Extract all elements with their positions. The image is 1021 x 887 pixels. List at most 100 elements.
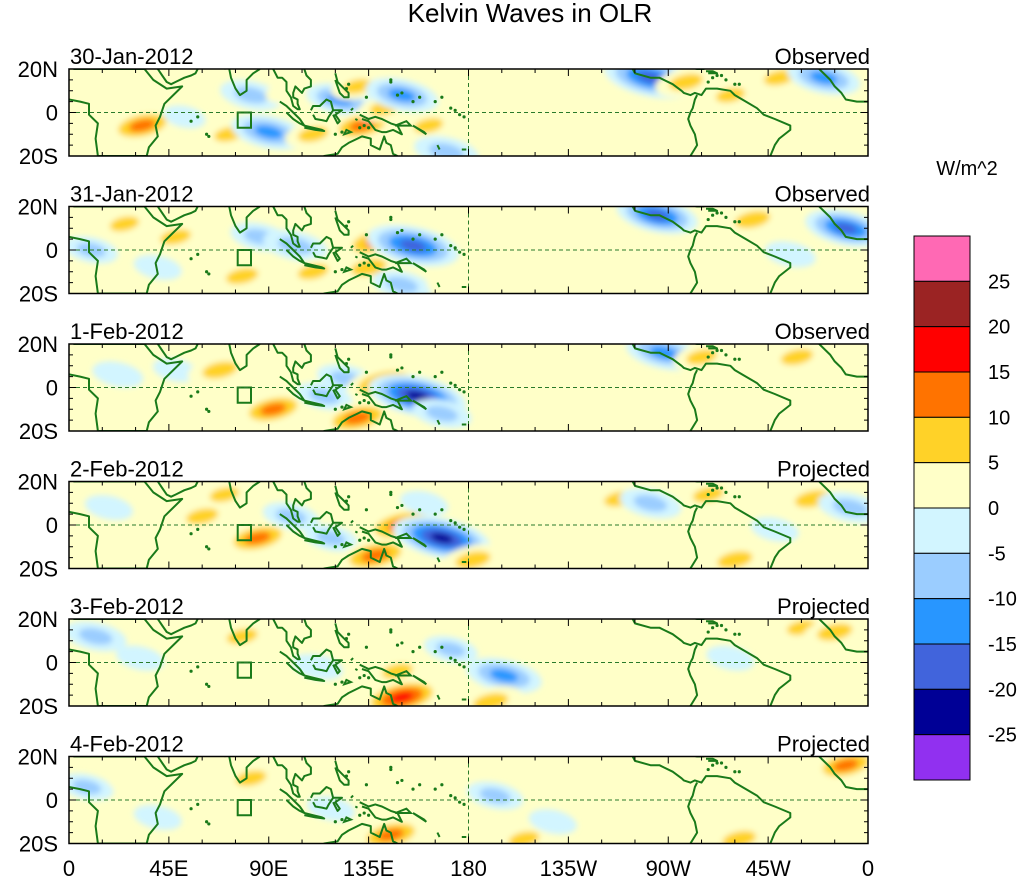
longitude-label: 0 xyxy=(63,856,75,881)
anomaly-contour xyxy=(129,119,156,132)
island-dot xyxy=(196,665,200,669)
island-dot xyxy=(333,407,337,411)
coastline xyxy=(224,756,261,784)
latitude-label: 20S xyxy=(19,832,58,857)
anomaly-contour xyxy=(710,388,759,414)
island-dot xyxy=(358,813,362,817)
colorbar-swatch xyxy=(913,462,971,509)
coastline xyxy=(272,481,312,523)
coastline xyxy=(332,521,343,537)
island-coastline xyxy=(350,794,354,799)
island-dot xyxy=(733,632,737,636)
island-dot xyxy=(333,820,337,824)
panel-status-label: Projected xyxy=(777,457,870,482)
colorbar-tick-label: 5 xyxy=(988,453,999,475)
island-dot xyxy=(453,658,457,662)
island-dot xyxy=(389,353,393,357)
island-coastline xyxy=(394,395,414,402)
island-dot xyxy=(205,132,209,136)
island-coastline xyxy=(436,144,441,150)
island-dot xyxy=(367,263,371,267)
coastline xyxy=(631,481,792,569)
island-dot xyxy=(347,495,351,499)
island-dot xyxy=(715,486,719,490)
island-dot xyxy=(737,357,741,361)
island-dot xyxy=(400,91,404,95)
latitude-label: 0 xyxy=(46,651,58,676)
island-coastline xyxy=(342,403,354,411)
island-coastline xyxy=(342,678,354,686)
panel-map xyxy=(69,69,868,156)
anomaly-contour xyxy=(292,653,343,680)
anomaly-contour xyxy=(388,88,416,102)
coastline xyxy=(687,232,699,294)
coastline xyxy=(279,100,306,127)
island-dot xyxy=(395,643,400,647)
latitude-label: 0 xyxy=(46,238,58,263)
anomaly-contour xyxy=(833,759,859,772)
colorbar-swatch xyxy=(913,688,971,736)
anomaly-contour xyxy=(764,241,816,268)
island-dot xyxy=(719,761,724,765)
coastline xyxy=(818,69,868,103)
coastline xyxy=(706,482,719,487)
coastline xyxy=(224,619,261,647)
coastline xyxy=(319,822,398,844)
coastline xyxy=(279,650,306,677)
island-coastline xyxy=(342,128,354,136)
island-dot xyxy=(207,134,211,139)
island-dot xyxy=(344,499,349,503)
coastline xyxy=(272,756,312,798)
island-dot xyxy=(453,246,457,250)
island-dot xyxy=(715,211,719,215)
island-dot xyxy=(344,86,349,91)
island-dot xyxy=(433,375,437,379)
longitude-label: 45W xyxy=(746,856,791,881)
anomaly-contour xyxy=(489,668,519,683)
anomaly-contour xyxy=(522,108,571,134)
island-dot xyxy=(411,100,415,104)
colorbar-unit-label: W/m^2 xyxy=(936,158,998,180)
colorbar-tick-label: 0 xyxy=(988,498,999,520)
latitude-label: 20S xyxy=(19,557,58,582)
island-dot xyxy=(433,512,437,516)
island-dot xyxy=(706,492,710,497)
island-dot xyxy=(367,401,371,405)
island-dot xyxy=(433,237,437,241)
island-coastline xyxy=(342,266,354,274)
island-dot xyxy=(462,252,466,256)
anomaly-contour xyxy=(234,86,268,104)
coastline xyxy=(69,481,184,569)
colorbar-swatch xyxy=(913,235,971,282)
island-coastline xyxy=(350,107,354,112)
anomaly-contour xyxy=(649,346,678,360)
island-dot xyxy=(719,211,724,215)
anomaly-contour xyxy=(108,766,154,791)
island-dot xyxy=(737,632,741,636)
island-dot xyxy=(358,538,362,542)
island-dot xyxy=(364,508,369,512)
panel-date-label: 2-Feb-2012 xyxy=(70,457,184,482)
anomaly-contour xyxy=(109,216,140,232)
coastline xyxy=(359,663,403,686)
coastline xyxy=(319,547,398,569)
colorbar-swatch xyxy=(913,371,971,418)
anomaly-contour xyxy=(780,349,814,366)
coastline xyxy=(156,69,199,86)
island-dot xyxy=(719,486,724,490)
island-dot xyxy=(711,76,715,80)
latitude-label: 20S xyxy=(19,282,58,307)
anomaly-contour xyxy=(436,642,466,657)
island-dot xyxy=(737,770,741,774)
anomaly-contour xyxy=(573,357,622,383)
coastline xyxy=(334,623,350,649)
colorbar-tick-label: -15 xyxy=(988,634,1017,656)
island-dot xyxy=(389,628,393,632)
anomaly-contour xyxy=(669,73,703,91)
panel: 20N 0 20S 2-Feb-2012 Projected xyxy=(18,457,870,582)
anomaly-contour xyxy=(430,532,454,544)
island-dot xyxy=(449,656,453,660)
island-dot xyxy=(458,388,462,392)
coastline xyxy=(224,344,261,372)
